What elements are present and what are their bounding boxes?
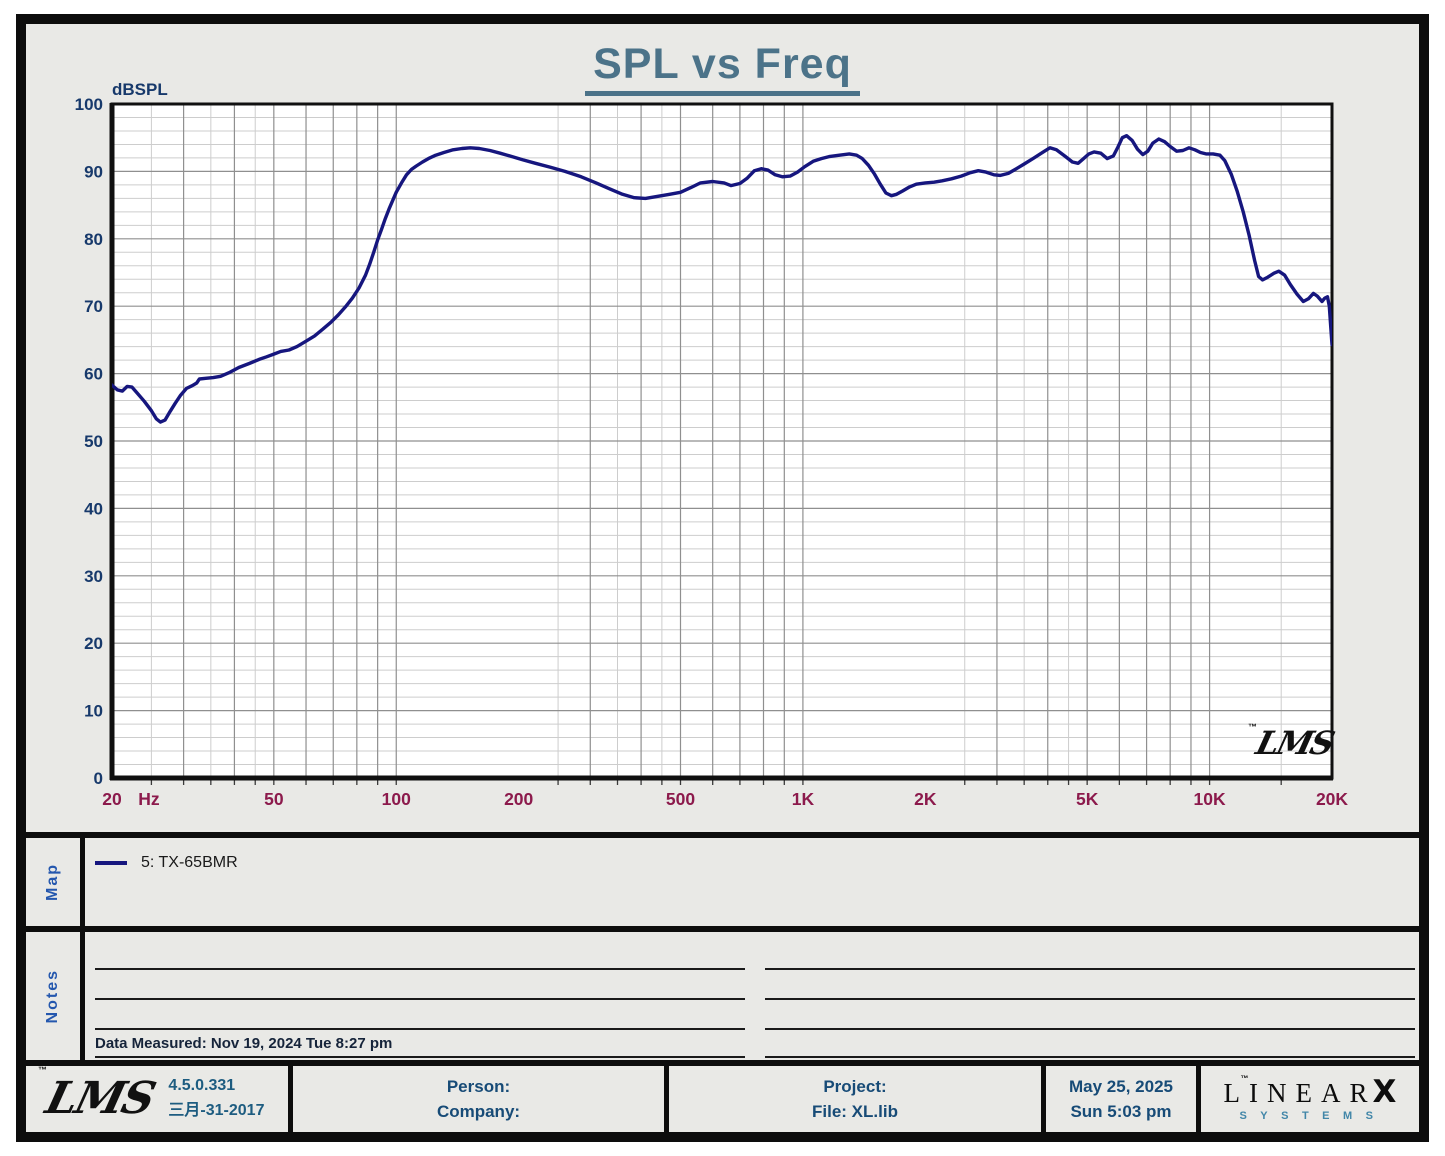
y-tick-label: 80 [84,230,103,249]
band-divider [26,1060,1419,1066]
project-field: Project: [823,1076,887,1096]
data-measured-text: Data Measured: Nov 19, 2024 Tue 8:27 pm [95,1035,393,1052]
spl-vs-freq-plot: 0 10 20 30 40 50 60 70 80 90 100 dBSPL 20 50 100 200 500… [75,80,1349,809]
x-tick-labels: 20 50 100 200 500 1K 2K 5K 10K 20K Hz [102,789,1348,809]
y-tick-label: 100 [75,95,103,114]
x-tick-label: 100 [382,789,411,809]
footer-brand-cell: ™ LINEARX SYSTEMS [1201,1066,1419,1132]
spl-curve [112,133,1332,424]
notes-label: Notes [44,968,61,1024]
lms-script-logo: LMS [1252,724,1337,762]
systems-text: SYSTEMS [1239,1109,1387,1122]
map-label-cell: Map [26,838,85,926]
y-tick-label: 70 [84,297,103,316]
footer-version-block: 4.5.0.331 三月-31-2017 [168,1074,264,1124]
legend-item: 5: TX-65BMR [95,854,238,872]
x-tick-label: 2K [914,789,937,809]
x-tick-label: 20K [1316,789,1348,809]
y-tick-label: 50 [84,432,103,451]
notes-band: Notes Data Measured: Nov 19, 2024 Tue 8:… [26,932,1419,1060]
notes-rule-line [95,1028,745,1030]
chart-title-text: SPL vs Freq [585,40,860,96]
x-tick-label: 5K [1076,789,1099,809]
notes-rule-line [95,998,745,1000]
y-tick-labels: 0 10 20 30 40 50 60 70 80 90 100 [75,95,103,788]
linearx-wordmark: LINEARX [1223,1073,1397,1110]
notes-rule-line [765,968,1415,970]
notes-rule-line [95,1056,745,1058]
outer-frame: SPL vs Freq 0 10 20 30 40 50 60 70 80 90 100 dBSPL 2… [16,14,1429,1142]
linearx-systems-logo: ™ LINEARX SYSTEMS [1223,1073,1397,1122]
version-number: 4.5.0.331 [168,1077,236,1095]
y-tick-label: 30 [84,567,103,586]
x-tick-label: 1K [792,789,815,809]
notes-content: Data Measured: Nov 19, 2024 Tue 8:27 pm [85,932,1419,1060]
map-content: 5: TX-65BMR [85,838,1419,926]
x-axis-unit: Hz [138,789,160,809]
chart-title: SPL vs Freq [26,40,1419,96]
footer-person-cell: Person: Company: [293,1066,669,1132]
footer-date: May 25, 2025 [1069,1076,1173,1096]
footer-date-cell: May 25, 2025 Sun 5:03 pm [1046,1066,1201,1132]
legend-label: 5: TX-65BMR [141,854,238,871]
x-tick-label: 50 [264,789,284,809]
band-divider [26,926,1419,932]
x-tick-label: 20 [102,789,122,809]
band-divider [26,832,1419,838]
footer-lms-logo: ™LMS [38,1065,159,1132]
plot-lms-watermark: ™LMS [1248,722,1337,762]
y-tick-label: 10 [84,702,103,721]
trademark-symbol: ™ [38,1065,47,1075]
x-tick-label: 500 [666,789,695,809]
footer-version-cell: ™LMS 4.5.0.331 三月-31-2017 [26,1065,293,1132]
x-tick-label: 200 [504,789,533,809]
footer-time: Sun 5:03 pm [1070,1102,1172,1121]
notes-rule-line [765,998,1415,1000]
map-band: Map 5: TX-65BMR [26,838,1419,926]
trademark-symbol: ™ [1240,1073,1249,1083]
trademark-symbol: ™ [1248,722,1257,732]
map-label: Map [44,863,61,901]
notes-rule-line [765,1028,1415,1030]
notes-rule-line [95,968,745,970]
y-axis-title: dBSPL [112,80,168,99]
y-tick-label: 0 [94,769,103,788]
y-tick-label: 20 [84,634,103,653]
file-field: File: XL.lib [812,1102,898,1121]
chart-panel: SPL vs Freq 0 10 20 30 40 50 60 70 80 90 100 dBSPL 2… [26,24,1419,832]
footer-band: ™LMS 4.5.0.331 三月-31-2017 Person: Compan… [26,1065,1419,1132]
footer-project-cell: Project: File: XL.lib [669,1066,1046,1132]
y-tick-label: 60 [84,365,103,384]
version-date: 三月-31-2017 [168,1102,265,1119]
x-tick-label: 10K [1194,789,1226,809]
person-field: Person: [446,1076,511,1096]
company-field: Company: [436,1102,521,1121]
grid-major [112,104,1332,778]
x-glyph: X [1372,1073,1397,1110]
notes-label-cell: Notes [26,932,85,1060]
lms-script-logo: LMS [40,1073,159,1124]
y-tick-label: 90 [84,162,103,181]
legend-line-swatch [95,861,127,865]
notes-rule-line [765,1056,1415,1058]
y-tick-label: 40 [84,499,103,518]
linear-text: LINEAR [1223,1077,1377,1108]
